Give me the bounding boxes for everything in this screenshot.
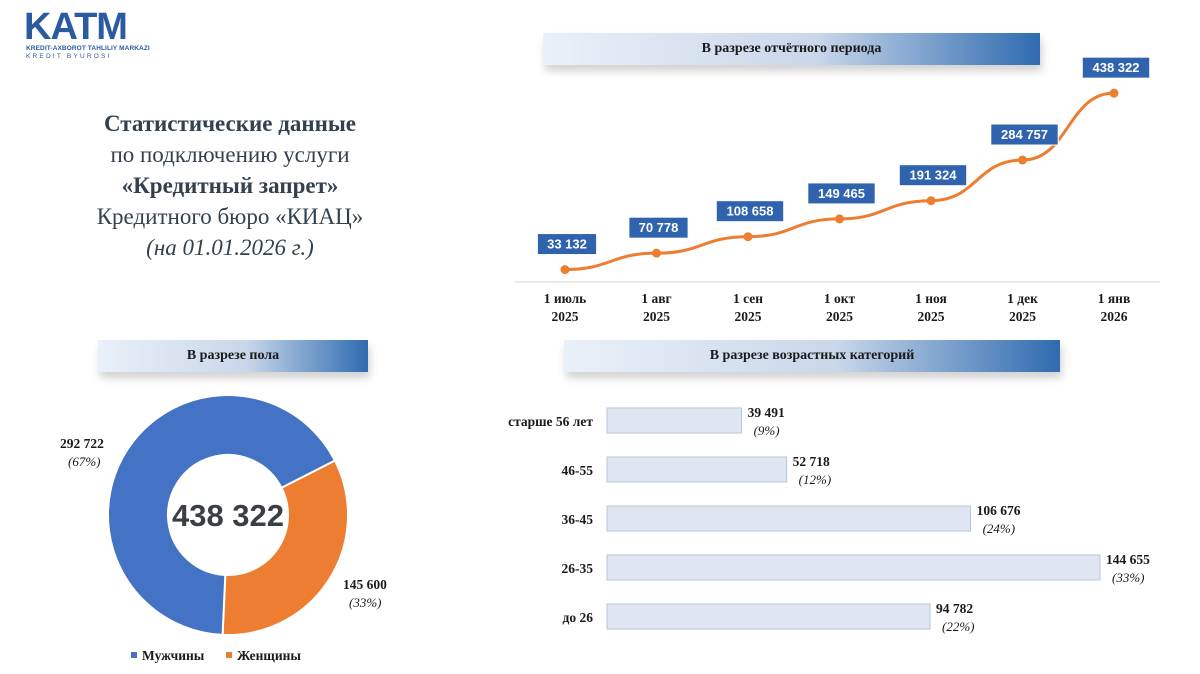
x-tick-label: 2025 (826, 309, 853, 324)
data-label-box (536, 233, 598, 256)
legend-marker (131, 652, 137, 658)
bar-percent-label: (33%) (1112, 570, 1145, 585)
banner-gender: В разрезе пола (98, 340, 368, 372)
donut-center-total: 438 322 (172, 498, 284, 533)
katm-logo: KATM KREDIT-AXBOROT TAHLILIY MARKAZI KRE… (24, 8, 154, 60)
logo-subtitle-1: KREDIT-AXBOROT TAHLILIY MARKAZI (26, 45, 150, 52)
legend-label: Женщины (237, 648, 301, 663)
data-label: 438 322 (1093, 60, 1140, 75)
x-tick-label: 1 авг (641, 291, 671, 306)
data-label: 191 324 (910, 168, 958, 183)
bar-value-label: 106 676 (977, 503, 1021, 518)
line-point (1018, 155, 1027, 165)
category-label: до 26 (563, 610, 594, 625)
data-label-box (628, 216, 689, 239)
slice-value-label: 292 722 (60, 436, 104, 451)
x-tick-label: 1 июль (544, 291, 587, 306)
age-bar (606, 505, 972, 532)
age-bar (606, 603, 931, 630)
page-title: Статистические данные по подключению усл… (30, 108, 430, 263)
logo-subtitle-2: KREDIT BYUROSI (26, 53, 112, 60)
x-tick-label: 2025 (735, 309, 762, 324)
data-label-box (1081, 56, 1151, 79)
bar-percent-label: (24%) (983, 521, 1016, 536)
age-bar (606, 554, 1101, 581)
slice-percent-label: (67%) (68, 454, 101, 469)
donut-slice (221, 459, 349, 636)
data-label-box (990, 123, 1059, 146)
title-line-3: «Кредитный запрет» (121, 173, 339, 198)
donut-slice (107, 394, 337, 636)
title-line-2: по подключению услуги (110, 142, 350, 167)
data-label-box (715, 200, 785, 223)
x-tick-label: 2025 (552, 309, 579, 324)
data-label: 149 465 (818, 186, 865, 201)
category-label: 46-55 (562, 463, 594, 478)
data-label-box (807, 182, 876, 205)
line-point (1109, 88, 1119, 98)
x-tick-label: 1 янв (1098, 291, 1131, 306)
bar-value-label: 52 718 (793, 454, 830, 469)
bar-value-label: 39 491 (748, 405, 785, 420)
x-tick-label: 2025 (1009, 309, 1036, 324)
line-point (743, 232, 753, 242)
banner-period: В разрезе отчётного периода (543, 33, 1040, 65)
line-point (560, 265, 570, 275)
age-bar (606, 407, 743, 434)
x-tick-label: 2026 (1101, 309, 1128, 324)
title-line-5: (на 01.01.2026 г.) (146, 235, 314, 260)
age-bar (606, 456, 788, 483)
slice-value-label: 145 600 (343, 577, 387, 592)
title-line-1: Статистические данные (103, 111, 357, 136)
line-series (564, 91, 1115, 272)
x-tick-label: 2025 (918, 309, 945, 324)
x-tick-label: 1 дек (1007, 291, 1038, 306)
donut-chart: 438 322 292 722 (67%) 145 600 (33%) Мужчины Же… (60, 394, 387, 663)
category-label: 36-45 (562, 512, 594, 527)
x-tick-label: 2025 (643, 309, 670, 324)
logo-wordmark: KATM (24, 6, 128, 48)
legend-label: Мужчины (142, 648, 205, 663)
data-label: 108 658 (727, 204, 774, 219)
line-point (835, 214, 844, 224)
line-point (926, 196, 936, 206)
x-tick-label: 1 ноя (915, 291, 947, 306)
x-tick-label: 1 сен (733, 291, 763, 306)
data-label: 33 132 (547, 237, 587, 252)
bar-value-label: 94 782 (936, 601, 973, 616)
bar-percent-label: (22%) (942, 619, 975, 634)
bar-percent-label: (9%) (754, 423, 780, 438)
data-label-box (898, 164, 968, 187)
category-label: 26-35 (562, 561, 594, 576)
category-label: старше 56 лет (508, 414, 593, 429)
bar-value-label: 144 655 (1106, 552, 1150, 567)
line-chart: 33 132 1 июль 2025 70 778 1 авг 2025 108 658 1 … (515, 56, 1160, 324)
data-label: 284 757 (1001, 127, 1048, 142)
bar-percent-label: (12%) (799, 472, 832, 487)
x-tick-label: 1 окт (824, 291, 856, 306)
data-label: 70 778 (639, 220, 679, 235)
title-line-4: Кредитного бюро «КИАЦ» (96, 204, 364, 229)
slice-percent-label: (33%) (349, 595, 382, 610)
line-point (652, 248, 661, 258)
age-bar-chart: старше 56 лет 39 491 (9%) 46-55 52 718 (12%) 3… (508, 405, 1150, 634)
legend-marker (226, 652, 232, 658)
banner-age: В разрезе возрастных категорий (564, 340, 1060, 372)
